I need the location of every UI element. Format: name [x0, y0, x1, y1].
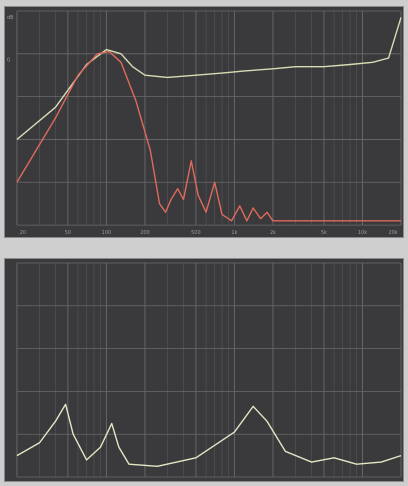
x-tick-label: 5k — [321, 230, 327, 236]
x-tick-label: 10k — [358, 230, 367, 236]
frequency-response-svg: 20 50 100 200 500 1k 2k 5k 10k 20k dB 0 — [7, 10, 402, 236]
x-tick-label: 1k — [231, 230, 237, 236]
grid — [16, 10, 402, 226]
x-tick-label: 500 — [191, 230, 200, 236]
series-line-0 — [16, 17, 402, 140]
x-tick-label: 20 — [20, 230, 26, 236]
x-tick-label: 100 — [102, 230, 111, 236]
x-tick-label: 2k — [270, 230, 276, 236]
series-line-1 — [16, 50, 402, 222]
grid — [16, 262, 402, 478]
impedance-svg — [16, 262, 402, 478]
x-tick-label: 50 — [65, 230, 71, 236]
y-tick-label: dB — [7, 15, 14, 21]
series-line-0 — [16, 403, 402, 468]
frequency-response-plot: 20 50 100 200 500 1k 2k 5k 10k 20k dB 0 — [4, 6, 404, 238]
plot-separator — [0, 238, 408, 258]
y-tick-label: 0 — [7, 58, 10, 64]
x-tick-label: 200 — [140, 230, 149, 236]
impedance-plot — [4, 258, 404, 482]
x-tick-label: 20k — [388, 230, 397, 236]
